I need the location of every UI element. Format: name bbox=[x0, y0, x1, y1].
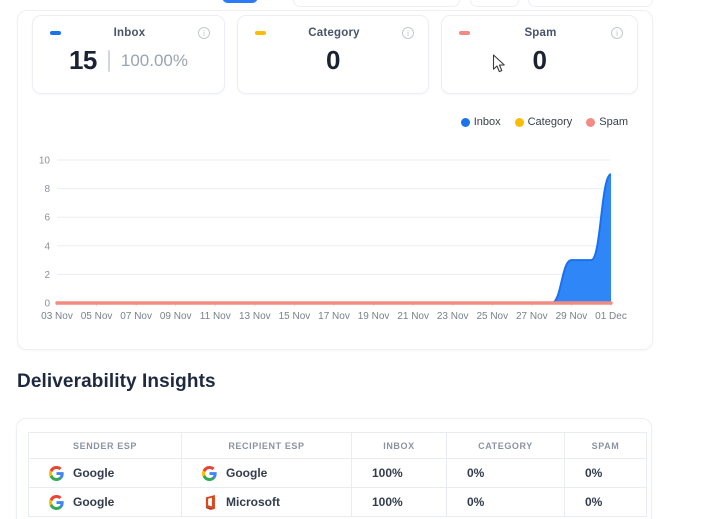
legend-dot-icon bbox=[514, 117, 524, 127]
inbox-color-dash-icon bbox=[50, 31, 61, 35]
spam-rate: 0% bbox=[564, 487, 647, 517]
stat-card-inbox: Inbox 15 100.00% bbox=[32, 15, 225, 94]
insights-table: SENDER ESP RECIPIENT ESP INBOX CATEGORY … bbox=[28, 432, 647, 517]
svg-text:8: 8 bbox=[44, 184, 50, 195]
svg-text:21 Nov: 21 Nov bbox=[397, 311, 429, 322]
svg-text:05 Nov: 05 Nov bbox=[81, 311, 113, 322]
category-count: 0 bbox=[326, 45, 340, 75]
legend-dot-icon bbox=[460, 117, 470, 127]
table-row: Google Google 100% 0% 0% bbox=[28, 458, 647, 488]
insights-table-card: SENDER ESP RECIPIENT ESP INBOX CATEGORY … bbox=[16, 418, 652, 519]
svg-text:0: 0 bbox=[44, 299, 50, 310]
mouse-cursor-icon bbox=[492, 54, 505, 73]
inbox-rate: 100% bbox=[351, 487, 447, 517]
legend-item-category[interactable]: Category bbox=[514, 116, 572, 128]
toolbar-button-fragment[interactable] bbox=[470, 0, 519, 7]
active-tab-fragment[interactable] bbox=[222, 0, 258, 3]
col-sender-esp: SENDER ESP bbox=[28, 432, 182, 459]
stat-label: Category bbox=[308, 27, 360, 39]
col-category: CATEGORY bbox=[446, 432, 565, 459]
category-color-dash-icon bbox=[255, 31, 266, 35]
stat-label: Inbox bbox=[113, 27, 146, 39]
svg-text:13 Nov: 13 Nov bbox=[239, 311, 271, 322]
info-icon[interactable] bbox=[402, 27, 414, 39]
svg-text:01 Dec: 01 Dec bbox=[595, 311, 627, 322]
svg-text:03 Nov: 03 Nov bbox=[41, 311, 73, 322]
svg-text:27 Nov: 27 Nov bbox=[516, 311, 548, 322]
inbox-rate: 100% bbox=[351, 458, 447, 488]
inbox-count: 15 bbox=[68, 45, 97, 75]
col-spam: SPAM bbox=[564, 432, 647, 459]
col-recipient-esp: RECIPIENT ESP bbox=[181, 432, 352, 459]
legend-dot-icon bbox=[586, 117, 596, 127]
value-separator bbox=[107, 49, 110, 72]
stat-card-spam: Spam 0 bbox=[441, 15, 638, 94]
table-row: Google Microsoft 100% 0% 0% bbox=[28, 487, 647, 517]
svg-text:07 Nov: 07 Nov bbox=[120, 311, 152, 322]
chart-legend: Inbox Category Spam bbox=[460, 116, 628, 128]
deliverability-trend-chart: 0 2 4 6 8 10 03 Nov 05 Nov 07 Nov 09 Nov 11 Nov 13 … bbox=[39, 156, 627, 323]
svg-text:2: 2 bbox=[44, 270, 50, 281]
microsoft-office-logo-icon bbox=[205, 494, 215, 510]
col-inbox: INBOX bbox=[351, 432, 447, 459]
table-header-row: SENDER ESP RECIPIENT ESP INBOX CATEGORY … bbox=[28, 432, 647, 459]
stat-card-category: Category 0 bbox=[237, 15, 429, 94]
info-icon[interactable] bbox=[198, 27, 210, 39]
insights-title: Deliverability Insights bbox=[17, 371, 216, 392]
google-logo-icon bbox=[49, 494, 64, 510]
svg-text:6: 6 bbox=[44, 213, 50, 224]
spam-rate: 0% bbox=[564, 458, 647, 488]
spam-color-dash-icon bbox=[459, 31, 470, 35]
google-logo-icon bbox=[49, 465, 64, 481]
stat-label: Spam bbox=[524, 27, 557, 39]
svg-text:4: 4 bbox=[44, 241, 50, 252]
svg-text:19 Nov: 19 Nov bbox=[358, 311, 390, 322]
svg-text:10: 10 bbox=[39, 156, 51, 167]
spam-count: 0 bbox=[532, 45, 547, 75]
overview-card: Inbox 15 100.00% Category 0 Spam bbox=[17, 10, 653, 350]
inbox-percent: 100.00% bbox=[120, 50, 189, 70]
category-rate: 0% bbox=[446, 458, 565, 488]
svg-text:23 Nov: 23 Nov bbox=[437, 311, 469, 322]
svg-text:11 Nov: 11 Nov bbox=[200, 311, 231, 322]
legend-item-spam[interactable]: Spam bbox=[586, 116, 628, 128]
svg-text:17 Nov: 17 Nov bbox=[318, 311, 350, 322]
toolbar-control-fragment[interactable] bbox=[528, 0, 653, 7]
svg-text:25 Nov: 25 Nov bbox=[476, 311, 508, 322]
category-rate: 0% bbox=[446, 487, 565, 517]
toolbar-input-fragment[interactable] bbox=[293, 0, 460, 7]
svg-text:09 Nov: 09 Nov bbox=[160, 311, 192, 322]
info-icon[interactable] bbox=[611, 27, 623, 39]
svg-text:15 Nov: 15 Nov bbox=[279, 311, 311, 322]
svg-text:29 Nov: 29 Nov bbox=[556, 311, 588, 322]
google-logo-icon bbox=[202, 465, 217, 481]
legend-item-inbox[interactable]: Inbox bbox=[460, 116, 501, 128]
